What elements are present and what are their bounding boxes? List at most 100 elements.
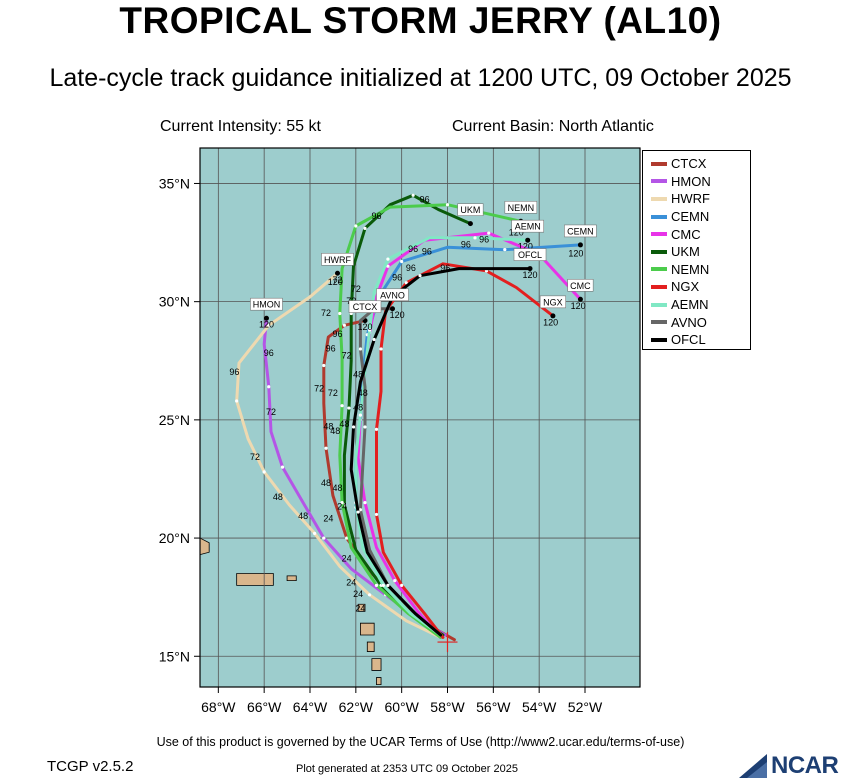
track-point (372, 337, 376, 342)
legend-label: CMC (671, 226, 701, 242)
legend-item-nemn: NEMN (651, 261, 750, 279)
forecast-hour-label: 120 (568, 249, 583, 259)
legend-item-ofcl: OFCL (651, 331, 750, 349)
model-label-box (376, 288, 409, 302)
lat-tick-label: 30°N (159, 294, 190, 310)
lon-tick-label: 66°W (247, 699, 282, 715)
island-shape (286, 575, 297, 582)
legend-item-avno: AVNO (651, 313, 750, 331)
track-point (379, 347, 383, 351)
forecast-hour-label: 72 (328, 388, 338, 398)
model-label-box (511, 219, 545, 233)
model-label-avno: AVNO (380, 290, 405, 300)
track-endpoint (527, 266, 533, 272)
forecast-hour-label: 120 (259, 320, 274, 330)
track-point (363, 501, 367, 505)
legend-label: CTCX (671, 156, 707, 172)
track-point (322, 536, 326, 540)
track-point (381, 583, 385, 587)
legend-label: AVNO (671, 314, 707, 330)
generated-label: Plot generated at 2353 UTC 09 October 20… (296, 763, 518, 775)
forecast-hour-label: 24 (353, 589, 363, 599)
lon-tick-label: 54°W (522, 699, 557, 715)
model-label-box (504, 200, 538, 214)
track-point (322, 363, 326, 368)
legend-swatch (651, 267, 667, 272)
forecast-hour-label: 96 (406, 263, 416, 273)
forecast-hour-label: 72 (351, 284, 361, 294)
legend-swatch (651, 214, 667, 219)
track-point (374, 427, 379, 431)
track-point (340, 404, 344, 408)
track-point (262, 470, 266, 474)
ocean-background (200, 148, 640, 687)
legend-label: HMON (671, 173, 711, 189)
forecast-hour-label: 96 (440, 263, 450, 273)
lon-tick-label: 60°W (384, 699, 419, 715)
track-point (345, 536, 349, 540)
track-point (354, 224, 358, 228)
legend-item-ngx: NGX (651, 278, 750, 296)
island-shape (236, 573, 274, 586)
ncar-logo-icon (739, 754, 767, 778)
island-shape (357, 603, 366, 612)
forecast-hour-label: 72 (332, 275, 342, 285)
forecast-hour-label: 72 (250, 452, 260, 462)
track-point (393, 579, 397, 583)
legend-label: HWRF (671, 191, 710, 207)
track-endpoint (525, 237, 531, 243)
legend-item-cmc: CMC (651, 225, 750, 243)
forecast-hour-label: 48 (273, 492, 283, 502)
track-point (280, 465, 285, 469)
forecast-hour-label: 48 (330, 426, 340, 436)
legend-label: UKM (671, 244, 700, 260)
track-endpoint (263, 315, 269, 321)
track-point (386, 264, 390, 268)
track-point (358, 347, 363, 351)
forecast-hour-label: 24 (342, 554, 352, 564)
track-point (312, 531, 317, 535)
forecast-hour-label: 96 (326, 343, 336, 353)
model-label-box (564, 224, 597, 238)
track-point (386, 583, 390, 587)
forecast-hour-label: 96 (229, 367, 239, 377)
forecast-hour-label: 120 (390, 310, 405, 320)
lat-tick-label: 25°N (159, 412, 190, 428)
model-label-ngx: NGX (543, 297, 563, 307)
forecast-hour-label: 48 (332, 483, 342, 493)
model-label-box (567, 278, 594, 292)
track-point (473, 236, 477, 240)
legend-swatch (651, 232, 667, 237)
legend-swatch (651, 179, 667, 184)
track-endpoint (390, 306, 395, 312)
track-endpoint (550, 313, 556, 319)
track-point (342, 323, 346, 327)
track-endpoint (467, 221, 473, 227)
legend-swatch (651, 302, 667, 307)
forecast-hour-label: 96 (422, 246, 432, 256)
track-point (374, 583, 379, 587)
forecast-hour-label: 24 (337, 502, 347, 512)
forecast-hour-label: 96 (371, 211, 381, 221)
track-point (338, 311, 342, 316)
lat-tick-label: 15°N (159, 648, 190, 664)
track-point (358, 508, 363, 512)
track-point (386, 257, 390, 261)
forecast-hour-label: 96 (461, 239, 471, 249)
track-nemn (338, 203, 523, 639)
lat-tick-label: 20°N (159, 530, 190, 546)
forecast-hour-label: 96 (264, 348, 274, 358)
lon-tick-label: 64°W (293, 699, 328, 715)
forecast-hour-label: 96 (479, 235, 489, 245)
page-title: TROPICAL STORM JERRY (AL10) (119, 0, 722, 41)
forecast-hour-label: 96 (420, 194, 430, 204)
lon-tick-label: 62°W (339, 699, 374, 715)
legend-swatch (651, 284, 667, 289)
forecast-hour-label: 120 (571, 301, 586, 311)
track-point (356, 510, 360, 514)
forecast-hour-label: 120 (518, 242, 533, 252)
forecast-hour-label: 96 (332, 329, 342, 339)
legend-item-hwrf: HWRF (651, 190, 750, 208)
forecast-hour-label: 24 (355, 603, 365, 613)
forecast-hour-label: 96 (392, 272, 402, 282)
